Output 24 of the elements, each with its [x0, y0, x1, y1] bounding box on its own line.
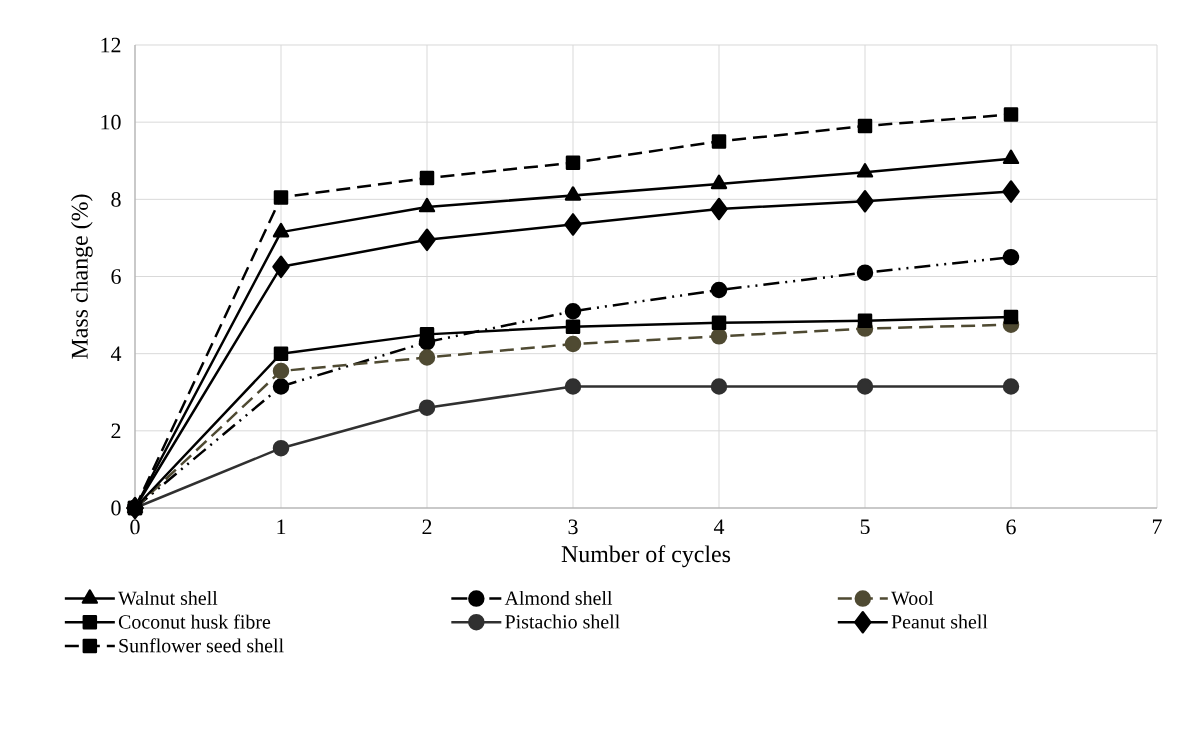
- legend-label: Walnut shell: [118, 590, 218, 606]
- y-axis-title: Mass change (%): [70, 194, 93, 359]
- y-tick-label: 10: [101, 114, 121, 130]
- x-tick-label: 1: [277, 519, 286, 534]
- legend-label: Wool: [891, 590, 934, 606]
- x-axis-title: Number of cycles: [561, 545, 731, 568]
- legend-label: Coconut husk fibre: [118, 614, 271, 629]
- x-tick-label: 7: [1152, 519, 1162, 534]
- x-tick-label: 4: [713, 519, 725, 534]
- y-tick-label: 8: [111, 191, 121, 207]
- legend-label: Pistachio shell: [505, 614, 620, 629]
- legend-label: Peanut shell: [891, 614, 988, 629]
- x-tick-label: 6: [1006, 519, 1016, 535]
- x-tick-label: 2: [422, 519, 432, 535]
- legend-label: Sunflower seed shell: [119, 638, 284, 653]
- y-tick-label: 6: [111, 269, 121, 284]
- y-tick-label: 12: [101, 37, 121, 53]
- x-tick-label: 0: [130, 519, 140, 535]
- x-tick-label: 3: [568, 519, 578, 535]
- y-tick-label: 0: [111, 500, 121, 516]
- legend-label: Almond shell: [504, 590, 613, 605]
- y-tick-label: 4: [110, 346, 122, 361]
- y-tick-label: 2: [111, 423, 121, 439]
- x-tick-label: 5: [860, 519, 870, 535]
